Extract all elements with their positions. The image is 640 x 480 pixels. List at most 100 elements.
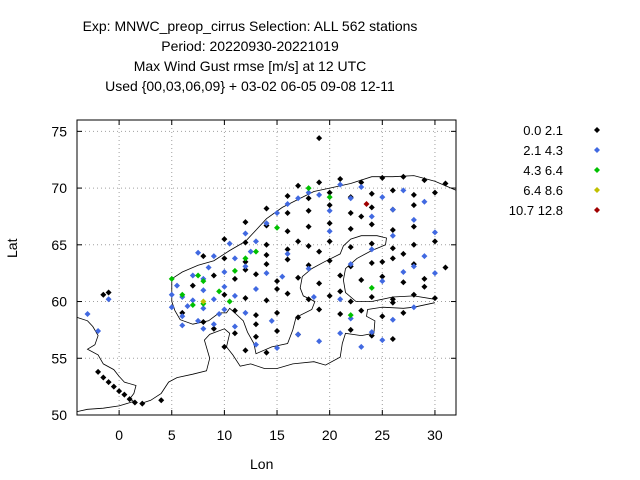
grid [77,120,456,416]
data-point [379,313,386,320]
data-point [252,333,259,340]
data-point [431,295,438,302]
data-point [326,228,333,235]
data-point [368,204,375,211]
data-point [252,238,259,245]
data-point [347,326,354,333]
data-point [231,267,238,274]
data-point [310,294,317,300]
data-point [389,296,396,303]
data-point [379,278,386,285]
data-point [105,296,112,303]
data-point [242,219,249,226]
data-point [358,179,365,186]
data-point [221,269,228,276]
data-point [410,202,417,209]
data-point [431,238,438,245]
data-point [442,180,449,187]
data-point [368,240,375,247]
data-point [263,241,270,248]
data-point [442,264,449,271]
data-point [205,264,212,271]
data-point [305,265,312,272]
data-point [368,284,375,291]
data-point [263,297,270,304]
data-point [421,275,428,282]
data-point [210,272,217,279]
data-point [389,299,396,306]
data-point [174,282,181,289]
data-point [84,311,91,318]
data-point [268,317,275,324]
coastline-segment [171,175,457,355]
data-point [105,379,112,386]
data-point [337,288,344,295]
data-point [200,318,207,325]
data-point [337,176,344,182]
data-point [100,291,107,298]
coastline-segment [76,317,137,412]
legend-marker [594,167,600,173]
data-point [305,223,312,230]
data-point [184,303,191,310]
data-point [200,287,207,294]
data-point [326,189,333,196]
data-point [368,221,375,228]
x-tick-label: 20 [322,427,338,443]
data-point [389,335,396,342]
legend: 0.0 2.1 2.1 4.3 4.3 6.4 6.4 8.6 10.7 12.8 [509,123,600,218]
data-point [326,238,333,245]
data-point [337,272,344,279]
data-point [200,278,207,285]
data-point [347,298,354,305]
data-point [168,275,175,282]
x-tick-label: 30 [427,427,443,443]
data-point [368,246,375,253]
data-point [421,177,428,184]
data-point [358,343,365,350]
data-point [326,207,333,214]
data-point [226,298,233,305]
data-point [410,241,417,248]
chart-title-line-4: Used {00,03,06,09} + 03-02 06-05 09-08 1… [105,78,395,94]
data-point [379,194,386,201]
data-point [379,337,386,344]
data-point [410,216,417,223]
data-point [326,194,333,201]
data-point [326,202,333,209]
data-point [263,220,270,227]
data-point [337,311,344,318]
data-point [231,330,238,337]
data-point [316,135,323,142]
data-point [242,230,249,237]
legend-marker [594,147,600,153]
x-tick-label: 5 [168,427,176,443]
data-point [347,315,354,322]
data-point [316,248,323,255]
data-point [316,338,323,345]
chart-title-line-3: Max Wind Gust rmse [m/s] at 12 UTC [133,58,367,74]
coastline [76,175,457,412]
data-point [274,309,281,316]
data-point [139,400,146,407]
x-tick-label: 25 [375,427,391,443]
data-point [389,227,396,234]
data-point [179,291,186,298]
x-tick-label: 15 [269,427,285,443]
data-point [158,397,165,404]
data-point [274,286,281,293]
data-point [231,255,238,262]
data-point [295,182,302,189]
data-point [189,297,196,304]
legend-marker [594,207,600,213]
data-point [358,307,365,314]
data-point [368,332,375,339]
data-point [410,263,417,270]
data-point [410,304,417,311]
data-point [368,213,375,220]
data-point [242,295,249,302]
data-point [231,292,238,299]
x-tick-label: 0 [115,427,123,443]
data-point [368,190,375,197]
data-point [358,213,365,220]
